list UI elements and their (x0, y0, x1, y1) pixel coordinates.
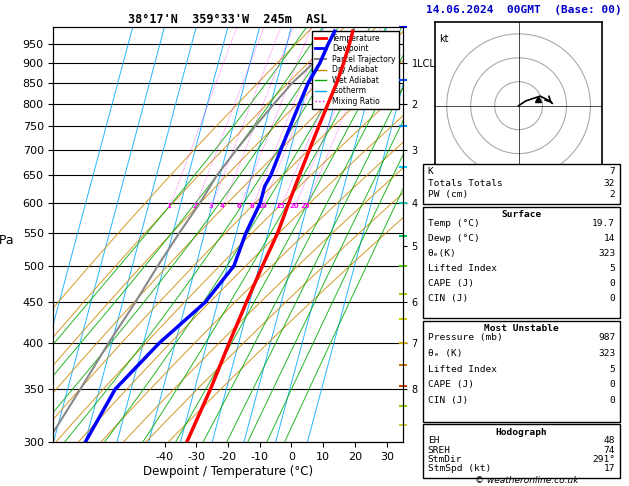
Bar (423, 207, 620, 318)
Text: 48: 48 (604, 436, 615, 446)
Text: 3: 3 (208, 203, 213, 209)
Text: Dewp (°C): Dewp (°C) (428, 234, 479, 243)
Text: Most Unstable: Most Unstable (484, 324, 559, 333)
Text: 0: 0 (610, 396, 615, 405)
Text: © weatheronline.co.uk: © weatheronline.co.uk (476, 475, 579, 485)
Text: PW (cm): PW (cm) (428, 191, 468, 199)
Text: 14: 14 (604, 234, 615, 243)
Text: 2: 2 (610, 191, 615, 199)
Text: SREH: SREH (428, 446, 451, 454)
Legend: Temperature, Dewpoint, Parcel Trajectory, Dry Adiabat, Wet Adiabat, Isotherm, Mi: Temperature, Dewpoint, Parcel Trajectory… (311, 31, 399, 109)
Y-axis label: hPa: hPa (0, 235, 14, 247)
Text: Lifted Index: Lifted Index (428, 264, 497, 273)
Text: StmSpd (kt): StmSpd (kt) (428, 464, 491, 473)
Text: 6: 6 (237, 203, 242, 209)
Text: Hodograph: Hodograph (496, 428, 547, 437)
Text: Lifted Index: Lifted Index (428, 364, 497, 374)
Text: 291°: 291° (592, 454, 615, 464)
Text: θₑ(K): θₑ(K) (428, 249, 457, 258)
Text: 7: 7 (610, 167, 615, 176)
Bar (423, 424, 620, 478)
Text: K: K (428, 167, 433, 176)
Text: 10: 10 (257, 203, 267, 209)
Text: 25: 25 (300, 203, 309, 209)
Text: CAPE (J): CAPE (J) (428, 381, 474, 389)
Text: 32: 32 (604, 178, 615, 188)
Text: kt: kt (440, 34, 449, 44)
Text: 323: 323 (598, 349, 615, 358)
Text: 5: 5 (610, 264, 615, 273)
Text: 15: 15 (276, 203, 286, 209)
Text: CIN (J): CIN (J) (428, 396, 468, 405)
Text: 0: 0 (610, 279, 615, 288)
Text: 8: 8 (249, 203, 254, 209)
Text: 0: 0 (610, 381, 615, 389)
Text: StmDir: StmDir (428, 454, 462, 464)
Text: 74: 74 (604, 446, 615, 454)
Text: EH: EH (428, 436, 439, 446)
Text: Pressure (mb): Pressure (mb) (428, 333, 503, 342)
Text: 14.06.2024  00GMT  (Base: 00): 14.06.2024 00GMT (Base: 00) (426, 5, 621, 15)
Text: 0: 0 (610, 294, 615, 303)
Text: 2: 2 (192, 203, 197, 209)
Y-axis label: km
ASL: km ASL (438, 225, 460, 244)
Text: Temp (°C): Temp (°C) (428, 219, 479, 228)
Title: 38°17'N  359°33'W  245m  ASL: 38°17'N 359°33'W 245m ASL (128, 13, 328, 26)
Text: 19.7: 19.7 (592, 219, 615, 228)
X-axis label: Dewpoint / Temperature (°C): Dewpoint / Temperature (°C) (143, 465, 313, 478)
Text: Totals Totals: Totals Totals (428, 178, 503, 188)
Text: 17: 17 (604, 464, 615, 473)
Text: 5: 5 (610, 364, 615, 374)
Text: 20: 20 (289, 203, 299, 209)
Text: 1: 1 (167, 203, 172, 209)
Text: Surface: Surface (501, 210, 542, 219)
Text: CAPE (J): CAPE (J) (428, 279, 474, 288)
Text: 987: 987 (598, 333, 615, 342)
Bar (423, 321, 620, 422)
Bar (423, 164, 620, 204)
Text: θₑ (K): θₑ (K) (428, 349, 462, 358)
Text: 323: 323 (598, 249, 615, 258)
Text: CIN (J): CIN (J) (428, 294, 468, 303)
Text: 4: 4 (220, 203, 225, 209)
